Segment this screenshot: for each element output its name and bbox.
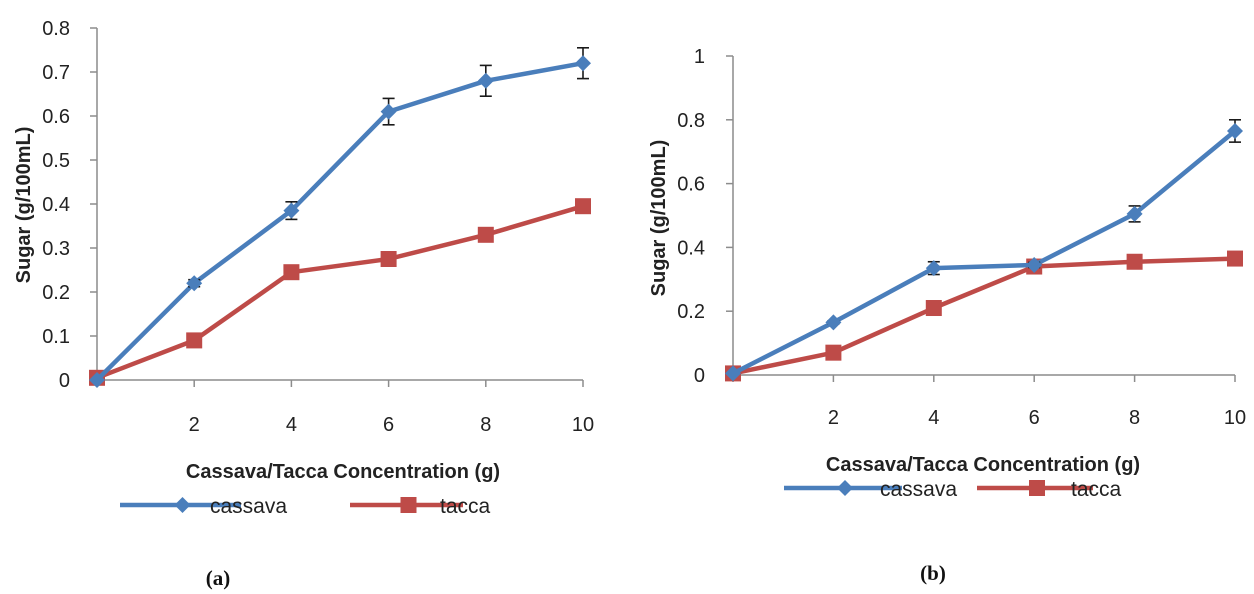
y-tick-label: 0.8	[677, 110, 705, 132]
x-tick-label: 6	[1029, 407, 1040, 429]
y-axis-title: Sugar (g/100mL)	[648, 140, 670, 297]
data-point-cassava	[283, 202, 300, 219]
series-tacca	[89, 198, 591, 386]
data-point-tacca	[1126, 253, 1143, 270]
legend: cassava tacca	[784, 478, 1122, 501]
legend: cassava tacca	[120, 495, 491, 518]
y-tick-label: 0.6	[677, 174, 705, 196]
data-point-cassava	[1026, 256, 1043, 273]
x-tick-label: 8	[480, 414, 491, 436]
legend-marker-tacca	[400, 497, 417, 513]
data-point-cassava	[1227, 122, 1243, 139]
data-point-cassava	[925, 260, 942, 277]
y-tick-label: 0.5	[42, 150, 70, 172]
series-line-cassava	[731, 129, 1237, 376]
legend-label-cassava: cassava	[210, 495, 287, 518]
legend-label-tacca: tacca	[1071, 478, 1122, 501]
x-tick-label: 10	[1224, 407, 1246, 429]
series-cassava	[725, 119, 1243, 382]
y-tick-label: 0	[59, 370, 70, 392]
x-axis-title: Cassava/Tacca Concentration (g)	[826, 454, 1140, 476]
y-tick-label: 0.4	[677, 237, 705, 259]
data-point-cassava	[1126, 205, 1143, 222]
legend-marker-tacca	[1029, 480, 1045, 496]
legend-marker-cassava	[837, 480, 853, 496]
series-line-tacca	[96, 204, 584, 380]
y-tick-label: 0.2	[42, 282, 70, 304]
y-tick-label: 0.1	[42, 326, 70, 348]
data-point-tacca	[186, 332, 203, 349]
series-cassava	[89, 46, 591, 388]
y-tick-label: 0.7	[42, 62, 70, 84]
x-tick-label: 6	[383, 414, 394, 436]
data-point-cassava	[186, 275, 203, 292]
data-point-cassava	[575, 55, 591, 72]
y-tick-label: 0	[694, 365, 705, 387]
data-point-cassava	[725, 365, 741, 382]
chart-panel-2: 0 0.2 0.4 0.6 0.8 1 2 4 6 8 10 Cassava/Tacca Concen…	[648, 46, 1246, 585]
panel-label: (b)	[920, 561, 946, 585]
y-tick-label: 0.6	[42, 106, 70, 128]
series-line-cassava	[95, 60, 584, 382]
data-point-cassava	[89, 372, 105, 388]
x-tick-label: 2	[189, 414, 200, 436]
y-tick-label: 0.3	[42, 238, 70, 260]
data-point-tacca	[1227, 250, 1243, 267]
data-point-tacca	[380, 251, 397, 267]
data-point-cassava	[380, 103, 397, 120]
chart-panel-1: 0 0.1 0.2 0.3 0.4 0.5 0.6 0.7 0.8 2 4 6 8 10 Cassava/T…	[13, 18, 594, 590]
x-tick-label: 4	[286, 414, 297, 436]
data-point-tacca	[925, 300, 942, 317]
y-tick-label: 0.4	[42, 194, 70, 216]
data-point-cassava	[477, 72, 494, 89]
y-tick-label: 0.8	[42, 18, 70, 40]
series-line-tacca	[732, 256, 1236, 376]
x-tick-label: 4	[928, 407, 939, 429]
panel-label: (a)	[206, 566, 231, 590]
x-tick-label: 2	[828, 407, 839, 429]
x-tick-label: 8	[1129, 407, 1140, 429]
data-point-cassava	[825, 314, 842, 331]
x-axis-title: Cassava/Tacca Concentration (g)	[186, 461, 500, 483]
data-point-tacca	[477, 226, 494, 243]
legend-marker-cassava	[174, 497, 191, 513]
series-tacca	[725, 250, 1243, 382]
data-point-tacca	[825, 344, 842, 361]
legend-label-cassava: cassava	[880, 478, 957, 501]
x-tick-label: 10	[572, 414, 594, 436]
legend-label-tacca: tacca	[440, 495, 491, 518]
data-point-tacca	[575, 198, 591, 215]
data-point-tacca	[283, 264, 300, 281]
y-axis-title: Sugar (g/100mL)	[13, 127, 35, 284]
y-tick-label: 1	[694, 46, 705, 68]
y-tick-label: 0.2	[677, 301, 705, 323]
